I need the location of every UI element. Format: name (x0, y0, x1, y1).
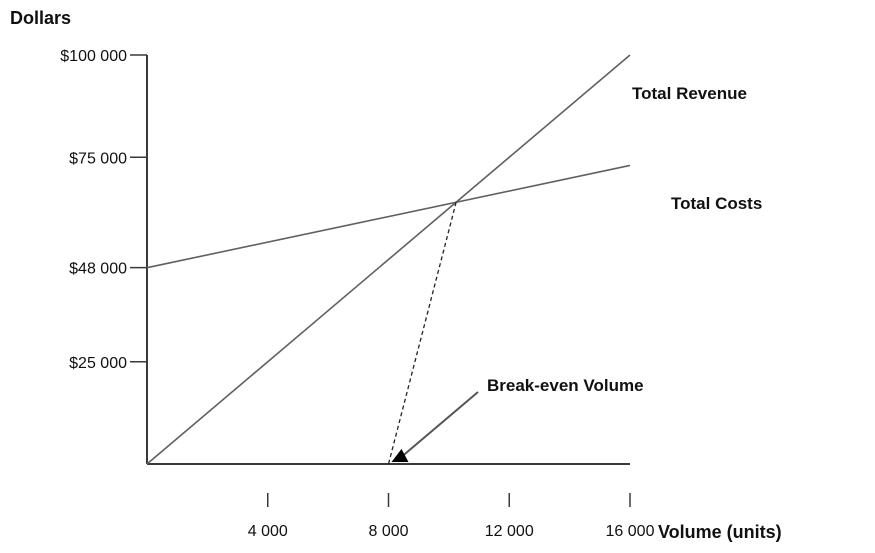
y-axis-title: Dollars (10, 8, 71, 28)
series-line-total-revenue (146, 54, 631, 465)
x-tick-label: 12 000 (485, 523, 534, 540)
x-tick-label: 8 000 (368, 523, 408, 540)
series-label: Total Costs (671, 194, 762, 213)
y-tick-label: $48 000 (69, 261, 127, 278)
y-tick-label: $100 000 (60, 48, 127, 65)
y-tick-label: $25 000 (69, 355, 127, 372)
series-label: Total Revenue (632, 84, 747, 103)
annotation-arrowhead (391, 449, 409, 462)
x-tick-label: 4 000 (248, 523, 288, 540)
y-tick-label: $75 000 (69, 150, 127, 167)
annotation-label: Break-even Volume (487, 376, 644, 395)
x-axis-title: Volume (units) (658, 522, 782, 542)
annotation-pointer-line (401, 391, 479, 457)
series-line-total-costs (146, 164, 631, 269)
break-even-drop-line (387, 202, 457, 465)
series-lines: Total Revenue Total Costs (146, 54, 762, 465)
x-tick-label: 16 000 (606, 523, 655, 540)
break-even-annotation: Break-even Volume (387, 202, 644, 465)
x-axis: 4 000 8 000 12 000 16 000 (147, 463, 655, 540)
y-axis: $25 000 $48 000 $75 000 $100 000 (60, 48, 148, 464)
